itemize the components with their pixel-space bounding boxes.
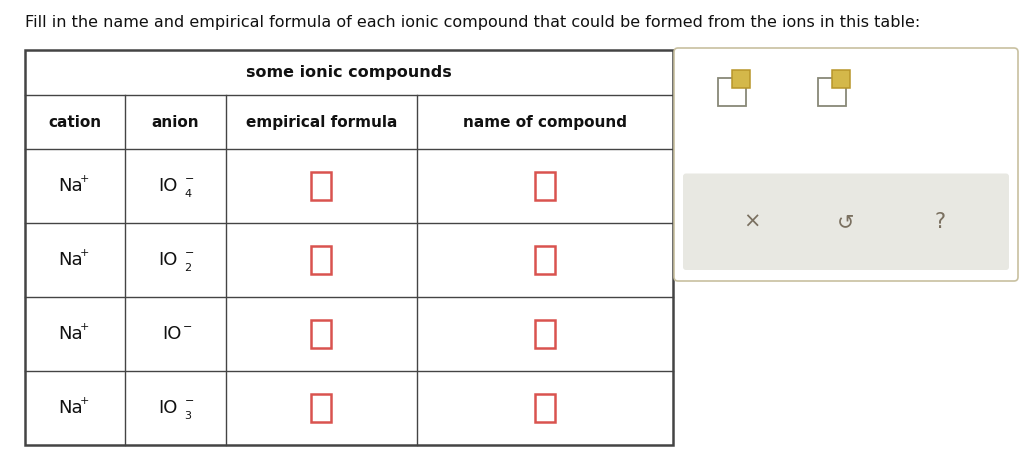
Text: Na: Na [58,399,83,417]
Bar [535,172,555,200]
Bar [311,172,332,200]
Text: ↺: ↺ [838,212,855,232]
Text: cation: cation [49,114,101,129]
Text: −: − [185,174,195,184]
Text: +: + [80,396,89,406]
Bar [311,246,332,274]
Text: empirical formula: empirical formula [246,114,397,129]
Bar [535,320,555,348]
Text: ×: × [743,212,761,232]
FancyBboxPatch shape [674,48,1018,281]
Text: +: + [80,322,89,332]
Text: Na: Na [58,177,83,195]
Bar [535,394,555,422]
Text: some ionic compounds: some ionic compounds [246,65,452,80]
Text: 2: 2 [184,263,191,273]
Text: anion: anion [152,114,200,129]
Bar [311,394,332,422]
Text: Na: Na [58,251,83,269]
Bar [25,50,673,445]
Text: ?: ? [935,212,945,232]
Text: +: + [80,248,89,258]
Text: 3: 3 [184,411,191,421]
Bar [732,70,750,88]
Text: IO: IO [158,399,177,417]
Text: IO: IO [162,325,181,343]
Text: +: + [80,174,89,184]
Text: IO: IO [158,177,177,195]
Text: Na: Na [58,325,83,343]
Text: 4: 4 [184,189,191,199]
Text: −: − [185,396,195,406]
FancyBboxPatch shape [683,173,1009,270]
Text: name of compound: name of compound [463,114,627,129]
Bar [311,320,332,348]
Bar [535,246,555,274]
Bar [718,78,746,106]
Bar [831,70,850,88]
Text: −: − [185,248,195,258]
Text: Fill in the name and empirical formula of each ionic compound that could be form: Fill in the name and empirical formula o… [25,15,921,30]
Bar [818,78,846,106]
Text: −: − [183,322,193,332]
Text: IO: IO [158,251,177,269]
